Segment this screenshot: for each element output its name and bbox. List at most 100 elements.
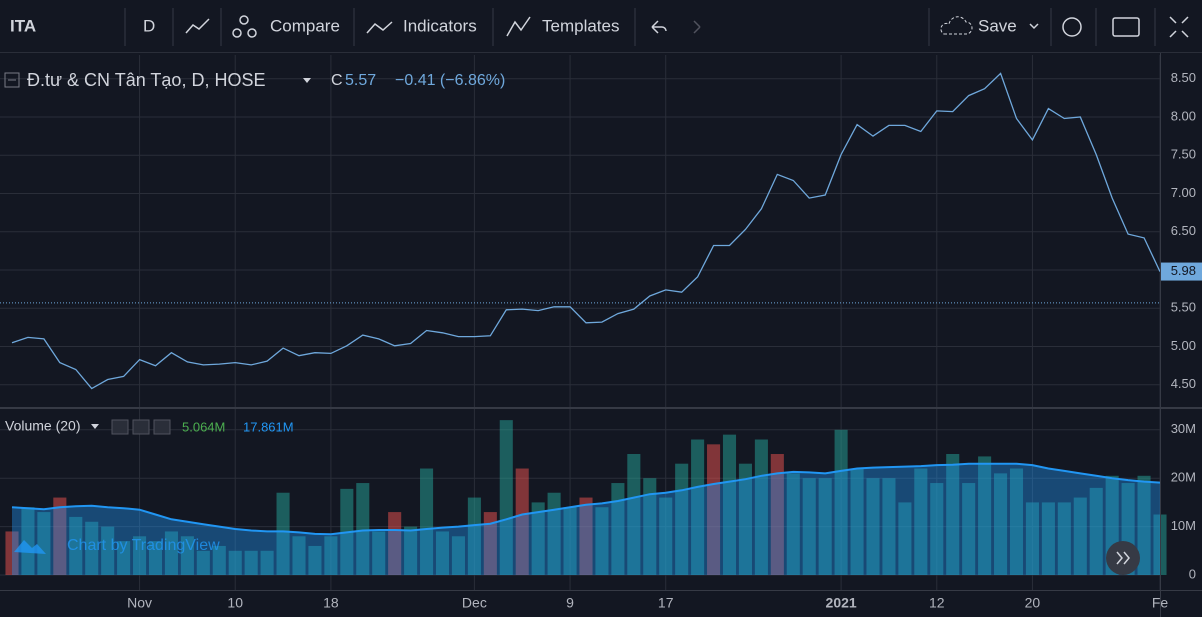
volume-bar bbox=[148, 541, 163, 575]
close-label: C bbox=[331, 72, 343, 89]
volume-bar bbox=[37, 512, 51, 575]
volume-menu[interactable] bbox=[91, 424, 99, 429]
volume-bar bbox=[164, 531, 178, 575]
compare-button[interactable]: Compare bbox=[270, 16, 340, 35]
volume-bar bbox=[196, 550, 210, 575]
price-line bbox=[11, 72, 1161, 390]
volume-bar bbox=[978, 456, 992, 575]
volume-bar bbox=[818, 478, 832, 575]
fullscreen-button[interactable] bbox=[1169, 16, 1189, 38]
save-button[interactable]: Save bbox=[978, 16, 1017, 35]
settings-button[interactable] bbox=[1062, 17, 1082, 37]
volume-bar bbox=[324, 536, 338, 575]
settings-button[interactable] bbox=[132, 419, 150, 435]
volume-bar bbox=[866, 478, 880, 575]
volume-bar bbox=[754, 439, 768, 575]
scroll-button[interactable] bbox=[1106, 541, 1140, 575]
volume-bar bbox=[372, 531, 386, 575]
toolbar-bg bbox=[0, 0, 1202, 52]
symbol[interactable]: ITA bbox=[10, 16, 36, 35]
volume-bar bbox=[1041, 502, 1055, 575]
volume-bar bbox=[994, 473, 1008, 575]
hide-button[interactable] bbox=[111, 419, 129, 435]
volume-bar bbox=[786, 473, 800, 575]
undo-button[interactable] bbox=[651, 20, 667, 34]
volume-title[interactable]: Volume (20) bbox=[5, 418, 80, 434]
volume-bar bbox=[691, 439, 705, 575]
volume-bar bbox=[499, 420, 513, 575]
volume-bar bbox=[914, 468, 928, 575]
screenshot-button[interactable] bbox=[1112, 17, 1140, 37]
volume-bar bbox=[1009, 468, 1024, 575]
indicators-icon[interactable] bbox=[366, 21, 393, 34]
y-tick-label: 0 bbox=[1189, 566, 1196, 581]
volume-bar bbox=[101, 526, 115, 575]
volume-bar bbox=[69, 516, 83, 575]
volume-ma-value: 17.861M bbox=[243, 419, 294, 434]
volume-bar bbox=[1057, 502, 1071, 575]
x-tick-label: 18 bbox=[323, 595, 339, 611]
volume-controls bbox=[111, 419, 171, 435]
volume-value: 5.064M bbox=[182, 419, 225, 434]
compare-icon[interactable] bbox=[232, 15, 257, 38]
volume-bar bbox=[435, 531, 450, 575]
volume-bar bbox=[1073, 497, 1087, 575]
volume-bar bbox=[1137, 475, 1151, 575]
volume-ma-line bbox=[11, 462, 1161, 536]
x-tick-label: 10 bbox=[227, 595, 243, 611]
volume-bar bbox=[483, 512, 497, 575]
title-menu[interactable] bbox=[303, 78, 311, 83]
volume-bar bbox=[962, 483, 976, 575]
remove-button[interactable] bbox=[153, 419, 171, 435]
x-tick-label: Dec bbox=[462, 595, 487, 611]
volume-bar bbox=[515, 468, 529, 575]
plot: Nov1018Dec91720211220Fe4.505.005.506.006… bbox=[0, 53, 1202, 617]
x-tick-label: 9 bbox=[566, 595, 574, 611]
volume-bar bbox=[308, 545, 322, 575]
volume-bar bbox=[388, 512, 402, 575]
y-tick-label: 10M bbox=[1171, 518, 1196, 533]
volume-bar bbox=[5, 531, 19, 575]
y-tick-label: 5.50 bbox=[1171, 300, 1196, 315]
volume-bar bbox=[212, 545, 226, 575]
volume-bar bbox=[117, 541, 131, 575]
chart-type-icon[interactable] bbox=[185, 18, 210, 34]
volume-bar bbox=[834, 429, 848, 575]
volume-bar bbox=[611, 483, 625, 575]
save-menu[interactable] bbox=[1029, 23, 1039, 30]
volume-bar bbox=[244, 550, 258, 575]
collapse-button[interactable] bbox=[4, 72, 20, 88]
y-tick-label: 7.50 bbox=[1171, 147, 1196, 162]
templates-button[interactable]: Templates bbox=[542, 16, 619, 35]
series-title[interactable]: Đ.tư & CN Tân Tạo, D, HOSE bbox=[27, 70, 265, 90]
templates-icon[interactable] bbox=[506, 16, 531, 37]
volume-bar bbox=[882, 478, 896, 575]
indicators-button[interactable]: Indicators bbox=[403, 16, 477, 35]
last-price-box bbox=[1161, 262, 1202, 281]
x-tick-label: 12 bbox=[929, 595, 945, 611]
volume-bar bbox=[356, 483, 370, 575]
watermark[interactable]: Chart by TradingView bbox=[67, 537, 220, 554]
interval-button[interactable]: D bbox=[143, 16, 155, 35]
volume-bar bbox=[627, 454, 641, 575]
volume-bar bbox=[531, 502, 545, 575]
volume-bar bbox=[930, 483, 944, 575]
y-tick-label: 5.00 bbox=[1171, 338, 1196, 353]
volume-bar bbox=[85, 521, 99, 575]
volume-bar bbox=[1089, 487, 1103, 575]
volume-bar bbox=[563, 507, 577, 575]
volume-bar bbox=[133, 536, 147, 575]
volume-bar bbox=[850, 468, 864, 575]
close-value: 5.57 bbox=[345, 72, 376, 89]
redo-button[interactable] bbox=[693, 20, 701, 34]
volume-bar bbox=[898, 502, 912, 575]
watermark-logo[interactable] bbox=[14, 540, 46, 554]
volume-bar bbox=[404, 526, 418, 575]
y-tick-label: 7.00 bbox=[1171, 185, 1196, 200]
volume-bar bbox=[53, 497, 67, 575]
volume-bar bbox=[420, 468, 434, 575]
toolbar: ITA D Compare Indicators Templates Save bbox=[0, 0, 1202, 53]
save-icon[interactable] bbox=[940, 16, 973, 35]
volume-bar bbox=[180, 536, 194, 575]
